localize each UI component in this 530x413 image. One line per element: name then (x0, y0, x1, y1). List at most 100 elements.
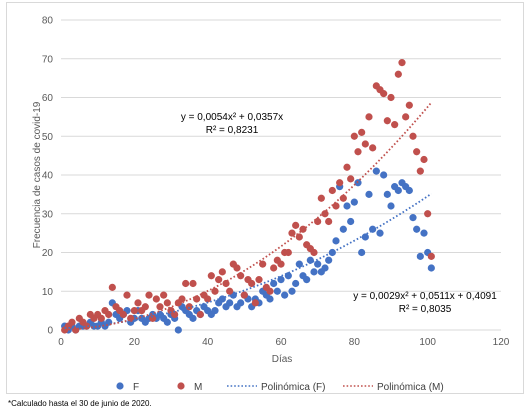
data-point-m (343, 163, 351, 171)
data-point-m (193, 295, 201, 303)
y-tick-label: 0 (47, 326, 53, 337)
data-point-m (178, 295, 186, 303)
data-point-f (394, 186, 402, 195)
y-tick-label: 70 (42, 54, 54, 65)
data-point-m (237, 272, 245, 280)
x-tick-label: 20 (129, 337, 141, 348)
data-point-m (145, 291, 153, 299)
data-point-m (218, 268, 226, 276)
x-tick-labels: 0 20 40 60 80 100 120 (58, 337, 510, 348)
data-point-m (196, 310, 204, 319)
data-point-m (383, 117, 391, 125)
data-point-m (325, 217, 333, 226)
series-f-points (61, 167, 435, 334)
x-tick-label: 100 (419, 337, 436, 348)
series-m-points (61, 59, 435, 334)
trend-r2-f: R² = 0,8035 (399, 304, 452, 315)
legend-label-trend-f: Polinómica (F) (261, 382, 325, 393)
x-tick-label: 80 (349, 337, 361, 348)
data-point-m (292, 221, 300, 229)
data-point-f (226, 299, 234, 307)
legend-label-trend-m: Polinómica (M) (377, 382, 444, 393)
data-point-m (134, 299, 142, 307)
data-point-f (358, 248, 366, 257)
x-tick-label: 120 (493, 337, 510, 348)
data-point-m (105, 310, 113, 319)
x-tick-label: 40 (202, 337, 214, 348)
data-point-f (416, 252, 424, 260)
data-point-f (380, 171, 388, 179)
data-point-m (270, 264, 278, 272)
data-point-f (347, 217, 355, 226)
data-point-m (189, 279, 197, 288)
y-axis-title: Frecuencia de casos de covid-19 (32, 101, 43, 248)
trend-r2-m: R² = 0,8231 (206, 125, 259, 136)
data-point-m (314, 217, 322, 226)
gridlines (61, 19, 501, 331)
data-point-f (405, 186, 413, 195)
trendline-m (64, 101, 433, 331)
data-point-f (288, 287, 296, 295)
data-point-m (350, 132, 358, 140)
data-point-f (383, 190, 391, 198)
data-point-m (226, 287, 234, 295)
footnote: *Calculado hasta el 30 de junio de 2020. (8, 399, 152, 408)
legend-marker-f (116, 382, 124, 390)
y-tick-label: 80 (42, 16, 54, 27)
data-point-m (288, 229, 296, 237)
data-point-m (361, 140, 369, 148)
data-point-m (420, 155, 428, 164)
data-point-m (204, 295, 212, 303)
data-point-m (295, 233, 303, 241)
data-point-m (310, 248, 318, 257)
data-point-f (361, 233, 369, 241)
data-point-f (295, 260, 303, 268)
data-point-m (215, 276, 223, 284)
data-point-m (391, 121, 399, 129)
data-point-f (339, 225, 347, 233)
data-point-m (332, 202, 340, 210)
data-point-f (332, 237, 340, 245)
data-point-f (277, 276, 285, 284)
x-axis-title: Días (272, 354, 293, 365)
data-point-m (405, 101, 413, 109)
data-point-m (380, 90, 388, 98)
data-point-f (174, 326, 182, 334)
y-tick-label: 50 (42, 132, 54, 143)
data-point-m (409, 132, 417, 140)
data-point-m (207, 272, 215, 280)
data-point-f (211, 307, 219, 315)
data-point-f (409, 214, 417, 222)
data-point-m (387, 93, 395, 102)
scatter-chart: 0 20 40 60 80 100 120 0 10 20 30 40 50 60 70 80 y = 0,… (32, 16, 510, 394)
data-point-f (376, 229, 384, 237)
data-point-m (171, 310, 179, 319)
data-point-f (270, 279, 278, 288)
data-point-m (398, 59, 406, 67)
data-point-m (259, 260, 267, 268)
trend-equation-m: y = 0,0054x² + 0,0357x (181, 112, 283, 123)
data-point-m (68, 318, 76, 326)
data-point-m (339, 194, 347, 202)
data-point-m (149, 314, 157, 322)
data-point-m (369, 144, 377, 152)
legend-label-f: F (133, 382, 139, 393)
data-point-m (160, 291, 168, 299)
data-point-m (394, 70, 402, 78)
data-point-f (387, 202, 395, 210)
data-point-m (416, 167, 424, 175)
data-point-m (354, 148, 362, 156)
data-point-m (97, 314, 105, 322)
data-point-m (156, 303, 164, 311)
data-point-m (317, 194, 325, 202)
data-point-f (306, 256, 314, 264)
data-point-f (292, 279, 300, 288)
data-point-m (336, 179, 344, 187)
data-point-m (284, 248, 292, 257)
data-point-m (163, 299, 171, 307)
data-point-f (314, 260, 322, 268)
data-point-m (240, 291, 248, 299)
trend-equation-f: y = 0,0029x² + 0,0511x + 0,4091 (353, 291, 497, 302)
data-point-m (427, 252, 435, 260)
y-tick-label: 20 (42, 248, 54, 259)
